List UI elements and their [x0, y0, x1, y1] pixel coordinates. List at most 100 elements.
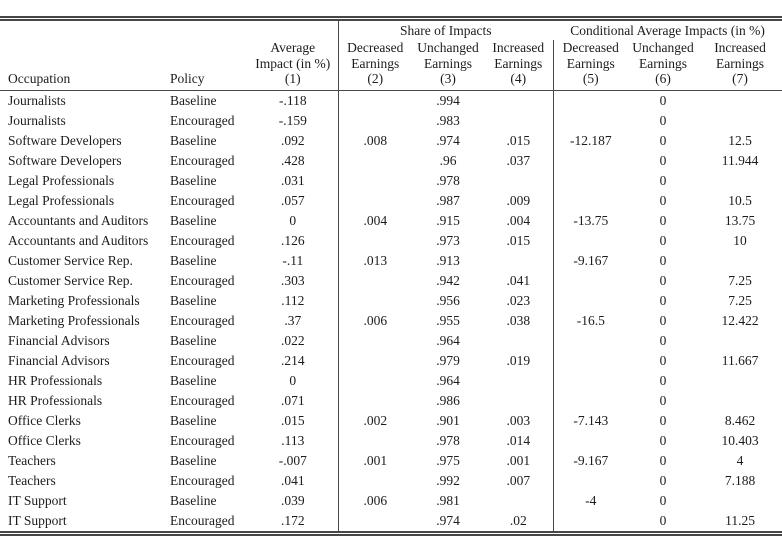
cell-cond-increased: 11.25 [725, 512, 755, 528]
cell-cond-decreased [552, 110, 629, 131]
cell-share-unchanged: .979 [436, 352, 460, 368]
table-row: Legal Professionals Encouraged .057 .987… [0, 190, 782, 211]
table-row: Journalists Encouraged -.159 .983 0 [0, 110, 782, 131]
table-row: Software Developers Baseline .092 .008 .… [0, 130, 782, 151]
col-header-share-decreased: Decreased Earnings (2) [337, 40, 413, 91]
cell-share-increased: .015 [506, 132, 531, 148]
table-row: Customer Service Rep. Encouraged .303 .9… [0, 270, 782, 291]
cell-cond-decreased [552, 170, 629, 191]
cell-cond-unchanged: 0 [659, 232, 667, 248]
cell-average-impact: .041 [280, 472, 305, 488]
cell-share-increased: .007 [506, 472, 531, 488]
cell-average-impact: .022 [280, 332, 305, 348]
cell-cond-increased: 10.5 [728, 192, 752, 208]
cell-cond-increased [698, 171, 782, 191]
col-header-share-increased-number: (4) [510, 71, 527, 86]
cell-share-unchanged: .992 [436, 472, 460, 488]
cell-share-unchanged: .974 [436, 512, 460, 528]
cell-cond-increased [698, 331, 782, 351]
cell-cond-increased: 11.667 [721, 352, 759, 368]
cell-share-increased [484, 111, 553, 131]
cell-occupation: Teachers [8, 452, 56, 468]
cell-share-unchanged: .901 [436, 412, 460, 428]
cell-occupation: IT Support [8, 492, 67, 508]
cell-share-increased [484, 391, 553, 411]
cell-share-unchanged: .987 [436, 192, 460, 208]
cell-policy: Encouraged [170, 232, 235, 248]
cell-cond-unchanged: 0 [659, 332, 667, 348]
cell-occupation: HR Professionals [8, 392, 103, 408]
cell-share-decreased [337, 190, 413, 211]
cell-cond-increased: 10.403 [721, 432, 759, 448]
cell-cond-increased: 10 [733, 232, 747, 248]
col-header-cond-increased-number: (7) [732, 71, 748, 86]
cell-cond-unchanged: 0 [659, 312, 667, 328]
cell-cond-unchanged: 0 [659, 352, 667, 368]
cell-cond-decreased: -9.167 [552, 250, 629, 271]
col-header-policy-label: Policy [170, 71, 205, 86]
col-header-cond-increased-line2: Earnings [716, 55, 765, 71]
cell-share-unchanged: .978 [436, 432, 460, 448]
cell-average-impact: -.007 [278, 452, 307, 468]
col-header-cond-increased-line1: Increased [714, 40, 766, 55]
cell-cond-decreased [552, 370, 629, 391]
col-header-cond-decreased-line1: Decreased [562, 40, 619, 55]
cell-cond-increased: 7.25 [728, 292, 752, 308]
cell-share-unchanged: .986 [436, 392, 460, 408]
cell-share-decreased: .008 [337, 130, 413, 151]
cell-cond-increased: 4 [736, 452, 744, 468]
cell-average-impact: -.118 [278, 92, 307, 108]
cell-share-unchanged: .942 [436, 272, 460, 288]
cell-share-decreased [337, 390, 413, 411]
cell-average-impact: .092 [280, 132, 305, 148]
cell-occupation: Office Clerks [8, 412, 81, 428]
col-header-cond-unchanged-line2: Earnings [639, 55, 688, 71]
cell-share-unchanged: .915 [436, 212, 460, 228]
cell-cond-decreased [552, 510, 629, 533]
cell-cond-unchanged: 0 [659, 252, 667, 268]
cell-occupation: Financial Advisors [8, 332, 110, 348]
cell-cond-unchanged: 0 [659, 372, 667, 388]
cell-cond-decreased [552, 150, 629, 171]
cell-policy: Encouraged [170, 432, 235, 448]
cell-share-unchanged: .983 [436, 112, 460, 128]
cell-policy: Encouraged [170, 472, 235, 488]
cell-share-increased: .019 [506, 352, 531, 368]
cell-average-impact: 0 [289, 372, 297, 388]
cell-share-increased: .009 [506, 192, 531, 208]
group-header-row: Share of Impacts Conditional Average Imp… [0, 18, 782, 41]
cell-share-decreased [337, 110, 413, 131]
cell-occupation: Customer Service Rep. [8, 252, 133, 268]
cell-share-unchanged: .994 [436, 92, 460, 108]
cell-policy: Encouraged [170, 192, 235, 208]
cell-share-increased [484, 251, 553, 271]
col-header-occupation-label: Occupation [8, 71, 71, 86]
cell-policy: Baseline [170, 92, 217, 108]
cell-share-increased: .015 [506, 232, 531, 248]
cell-cond-increased [698, 90, 782, 111]
group-header-conditional-average: Conditional Average Impacts (in %) [570, 23, 765, 38]
cell-occupation: IT Support [8, 512, 67, 528]
cell-occupation: Marketing Professionals [8, 292, 140, 308]
cell-policy: Baseline [170, 332, 217, 348]
table-row: HR Professionals Baseline 0 .964 0 [0, 370, 782, 391]
cell-share-decreased [337, 350, 413, 371]
cell-share-increased [484, 491, 553, 511]
cell-average-impact: .303 [280, 272, 305, 288]
cell-cond-increased: 8.462 [724, 412, 756, 428]
col-header-share-unchanged-line1: Unchanged [417, 40, 479, 55]
cell-cond-unchanged: 0 [659, 92, 667, 108]
cell-policy: Encouraged [170, 152, 235, 168]
cell-share-decreased [337, 290, 413, 311]
cell-policy: Baseline [170, 212, 217, 228]
col-header-share-unchanged-number: (3) [440, 71, 456, 86]
cell-cond-increased: 7.25 [728, 272, 752, 288]
cell-share-increased: .003 [506, 412, 531, 428]
group-header-spacer [0, 19, 338, 41]
cell-occupation: Marketing Professionals [8, 312, 140, 328]
col-header-share-increased-line2: Earnings [494, 55, 543, 71]
cell-share-unchanged: .981 [436, 492, 460, 508]
cell-average-impact: .031 [280, 172, 305, 188]
cell-share-decreased [337, 510, 413, 533]
